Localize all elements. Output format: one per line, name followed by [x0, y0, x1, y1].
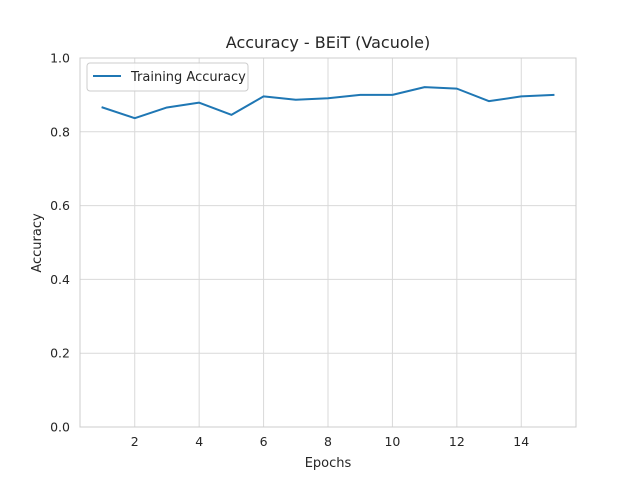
y-tick-label: 0.6 — [50, 198, 70, 213]
x-tick-label: 6 — [260, 434, 268, 449]
chart-title: Accuracy - BEiT (Vacuole) — [226, 33, 430, 52]
x-tick-label: 8 — [324, 434, 332, 449]
y-axis-ticks: 0.0 0.2 0.4 0.6 0.8 1.0 — [50, 51, 70, 435]
x-tick-label: 14 — [513, 434, 529, 449]
y-tick-label: 0.0 — [50, 420, 70, 435]
legend: Training Accuracy — [86, 62, 249, 92]
y-tick-label: 0.4 — [50, 272, 70, 287]
x-axis-label: Epochs — [305, 456, 352, 471]
x-tick-label: 2 — [131, 434, 139, 449]
legend-box — [86, 62, 249, 92]
x-tick-label: 4 — [195, 434, 203, 449]
y-axis-label: Accuracy — [30, 213, 45, 273]
x-tick-label: 12 — [449, 434, 465, 449]
series-lines — [101, 86, 555, 120]
x-axis-ticks: 2 4 6 8 10 12 14 — [131, 434, 529, 449]
x-tick-label: 10 — [384, 434, 400, 449]
y-tick-label: 0.8 — [50, 124, 70, 139]
plot-area-frame — [79, 57, 577, 428]
y-tick-label: 0.2 — [50, 346, 70, 361]
legend-label-training-accuracy: Training Accuracy — [130, 70, 246, 85]
y-tick-label: 1.0 — [50, 51, 70, 66]
